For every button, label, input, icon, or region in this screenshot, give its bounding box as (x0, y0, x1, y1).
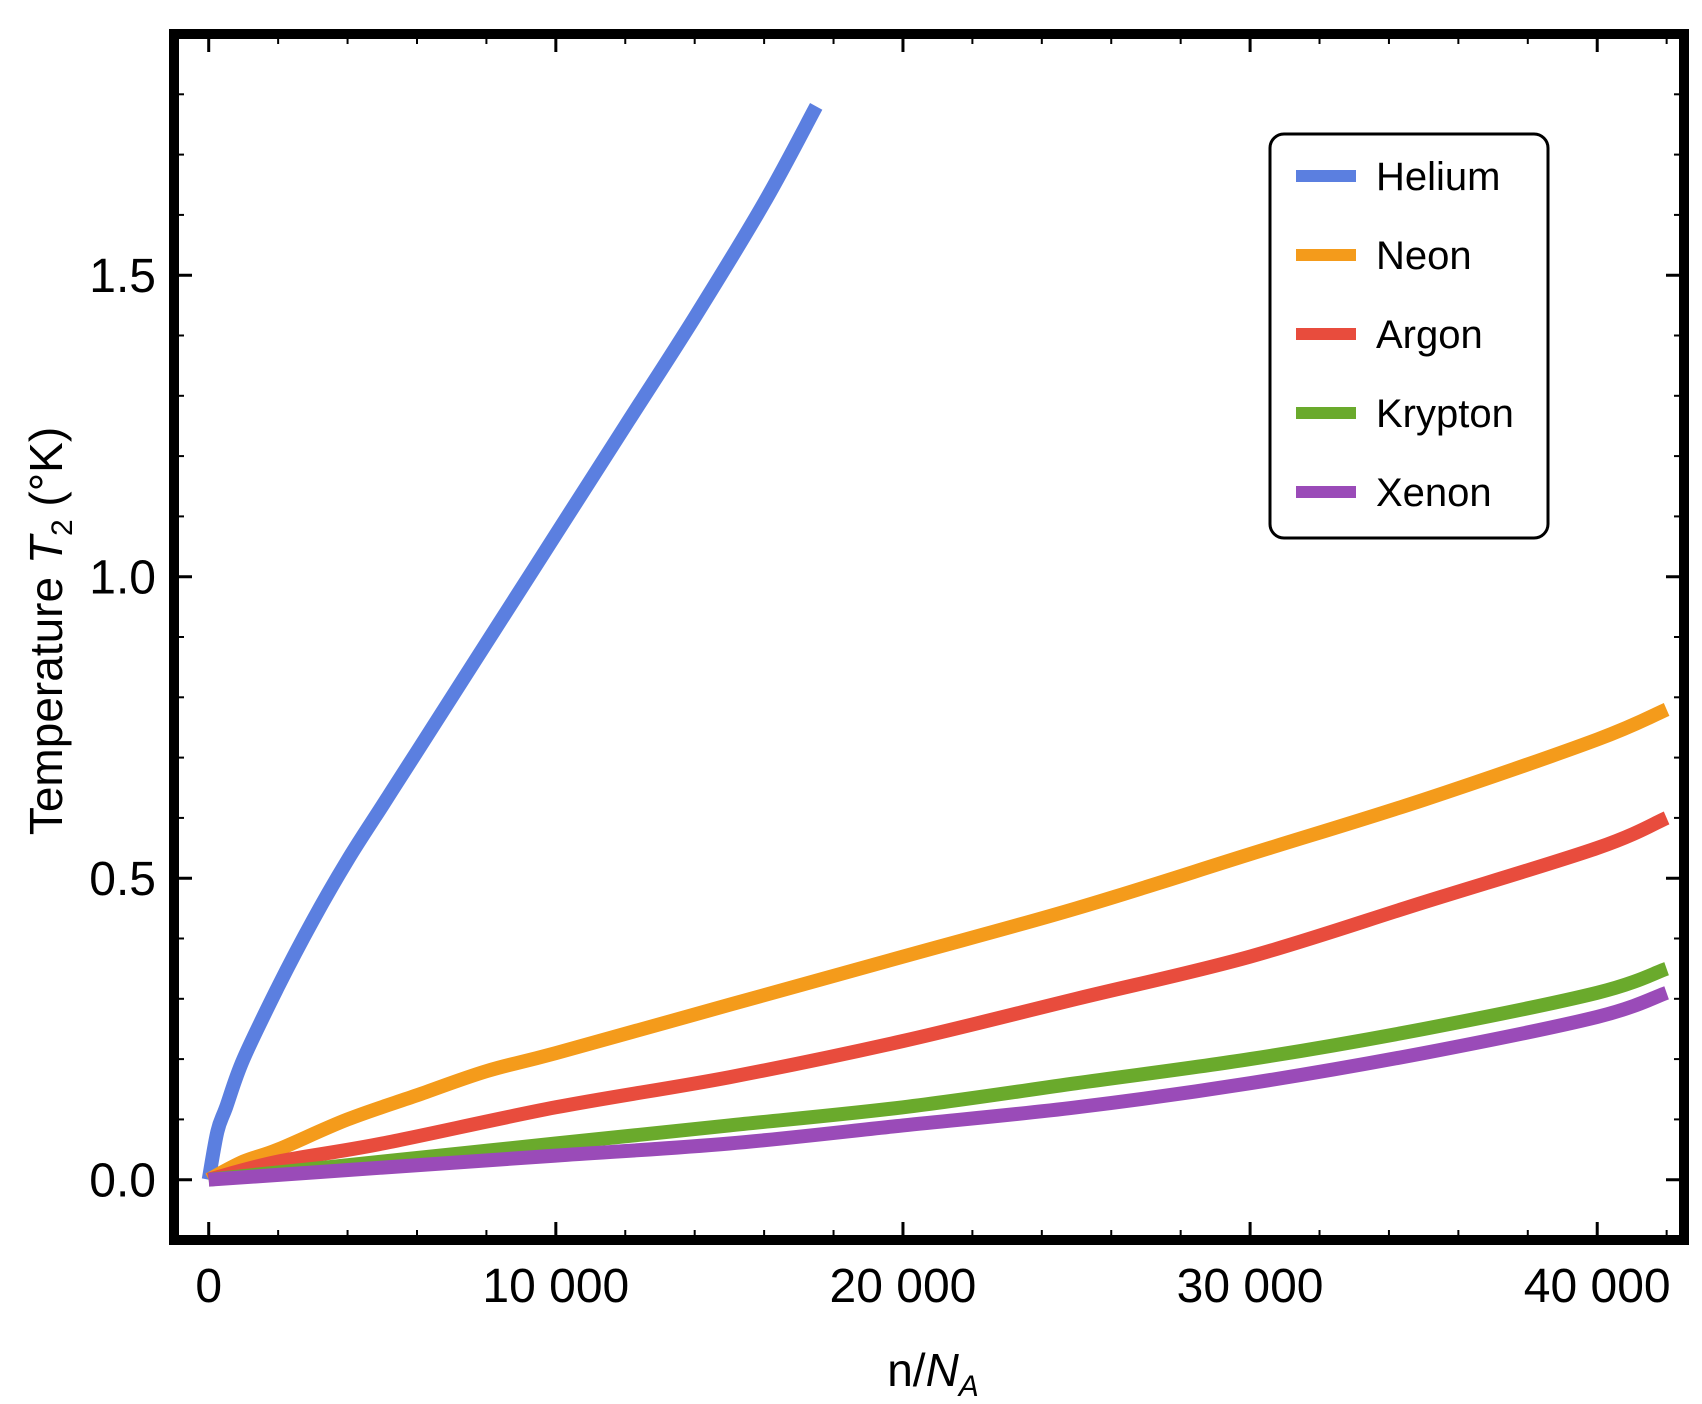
y-axis-label: Temperature T2 (°K) (20, 427, 79, 835)
legend-label-argon: Argon (1376, 313, 1483, 357)
ticks-layer: 0 10 000 20 000 30 000 40 000 0.0 0.5 1.0 1.5 (89, 34, 1684, 1313)
x-tick-label: 20 000 (830, 1260, 977, 1313)
y-tick-label: 0.5 (89, 853, 156, 906)
y-tick-label: 1.0 (89, 552, 156, 605)
legend-label-helium: Helium (1376, 155, 1500, 199)
x-axis-label: n/NA (887, 1344, 979, 1403)
x-tick-label: 0 (195, 1260, 222, 1313)
series-line-neon (205, 702, 1670, 1186)
series-line-helium (201, 103, 823, 1181)
series-line-krypton (207, 962, 1670, 1187)
legend: Helium Neon Argon Krypton Xenon (1268, 132, 1550, 540)
legend-box (1268, 132, 1550, 540)
x-tick-label: 30 000 (1177, 1260, 1324, 1313)
y-tick-label: 1.5 (89, 250, 156, 303)
series-layer (201, 103, 1670, 1187)
x-tick-label: 10 000 (482, 1260, 629, 1313)
series-line-argon (206, 811, 1670, 1187)
legend-label-neon: Neon (1376, 234, 1472, 278)
legend-label-xenon: Xenon (1376, 471, 1492, 515)
y-tick-label: 0.0 (89, 1155, 156, 1208)
legend-label-krypton: Krypton (1376, 392, 1514, 436)
x-tick-label: 40 000 (1524, 1260, 1671, 1313)
series-line-xenon (208, 986, 1670, 1187)
